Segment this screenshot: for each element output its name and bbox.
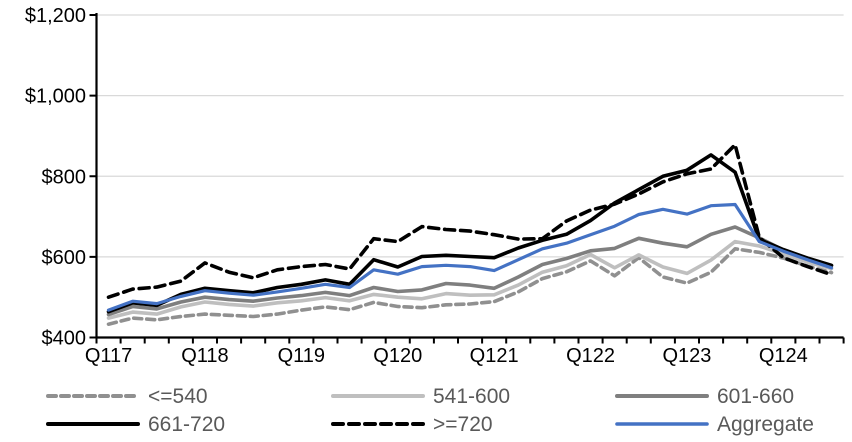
y-axis-label: $400	[42, 328, 87, 350]
x-axis-label: Q124	[759, 345, 808, 367]
y-axis-label: $1,000	[25, 86, 86, 108]
series-line-<=540	[106, 247, 834, 327]
x-axis-label: Q123	[662, 345, 711, 367]
legend-item->=720: >=720	[331, 413, 493, 436]
legend-label-601-660: 601-660	[717, 385, 794, 408]
y-axis-label: $1,200	[25, 5, 86, 27]
legend-label-661-720: 661-720	[148, 413, 225, 436]
legend-label->=720: >=720	[433, 413, 493, 436]
x-axis-label: Q122	[566, 345, 615, 367]
series-lines	[106, 143, 834, 327]
legend-item-<=540: <=540	[46, 385, 208, 408]
legend-label-<=540: <=540	[148, 385, 208, 408]
series-line-541-600	[106, 239, 834, 320]
legend-item-541-600: 541-600	[331, 385, 510, 408]
series-line-Aggregate	[106, 202, 834, 312]
legend-item-661-720: 661-720	[46, 413, 225, 436]
x-axis-label: Q120	[373, 345, 422, 367]
series-line-601-660	[106, 225, 834, 317]
legend: <=540 541-600 601-660 661-720 >=720 Aggregate	[46, 385, 814, 436]
legend-item-601-660: 601-660	[615, 385, 794, 408]
y-axis-label: $600	[42, 247, 87, 269]
series-line->=720	[106, 143, 834, 300]
series-line-661-720	[106, 153, 834, 314]
x-axis-label: Q121	[470, 345, 519, 367]
x-axis-label: Q117	[85, 345, 132, 367]
axes	[89, 13, 845, 344]
x-axis-label: Q118	[181, 345, 228, 367]
legend-label-541-600: 541-600	[433, 385, 510, 408]
x-axis-label: Q119	[278, 345, 325, 367]
legend-label-Aggregate: Aggregate	[717, 413, 814, 436]
legend-item-Aggregate: Aggregate	[615, 413, 814, 436]
y-axis-label: $800	[42, 166, 87, 188]
